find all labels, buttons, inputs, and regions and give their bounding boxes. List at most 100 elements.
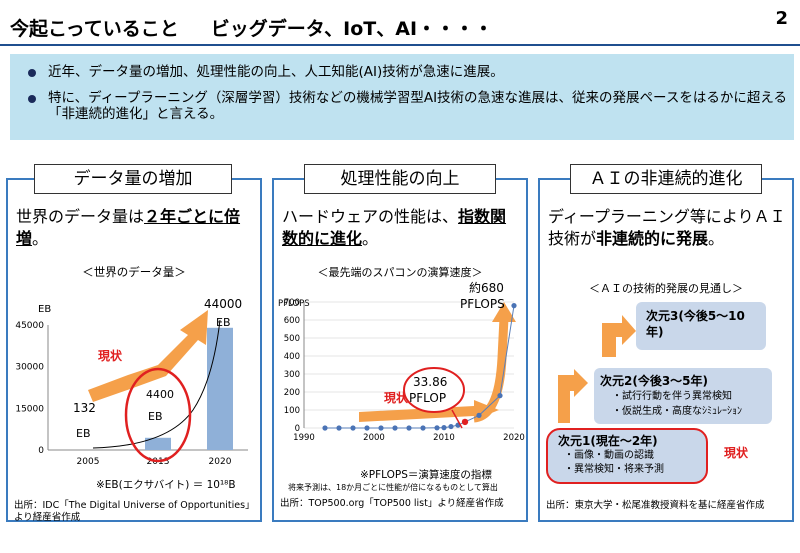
data-point	[350, 425, 356, 431]
desc-text: 。	[32, 229, 49, 248]
data-point	[322, 425, 328, 431]
data-point	[336, 425, 342, 431]
step-title: 次元2(今後3〜5年)	[600, 374, 709, 388]
panel-description: 世界のデータ量は２年ごとに倍増。	[16, 206, 256, 250]
x-tick-label: 2000	[363, 433, 385, 443]
y-tick-label: 600	[284, 316, 300, 326]
data-point	[392, 425, 398, 431]
y-tick-label: 400	[284, 352, 300, 362]
bar-label-2020: 44000	[204, 297, 242, 311]
step-arrows	[558, 315, 636, 423]
step-item: ・仮説生成・高度なｼﾐｭﾚｰｼｮﾝ	[612, 406, 742, 417]
step-level1: 次元1(現在〜2年) ・画像・動画の認識 ・異常検知・将来予測	[546, 428, 708, 484]
step-title: 次元3(今後5〜10年)	[646, 309, 745, 339]
summary-box: 近年、データ量の増加、処理性能の向上、人工知能(AI)技術が急速に進展。 特に、…	[10, 54, 794, 140]
projection-curve	[325, 305, 515, 429]
y-tick-label: 300	[284, 370, 300, 380]
x-tick-label: 2005	[77, 457, 100, 467]
desc-emphasis: 非連続的に発展	[596, 229, 709, 248]
status-label: 現状	[384, 390, 409, 405]
panel-description: ディープラーニング等によりＡＩ技術が非連続的に発展。	[548, 206, 788, 250]
x-tick-label: 2010	[433, 433, 455, 443]
y-tick-label: 0	[38, 446, 44, 456]
desc-text: ハードウェアの性能は、	[282, 207, 459, 226]
data-point	[497, 393, 503, 399]
data-point	[364, 425, 370, 431]
supercomputer-chart: PFLOPS 0 100 200 300 400 500 600 700 1990 2000 20…	[278, 280, 525, 443]
source-note: 出所：東京大学・松尾准教授資料を基に経産省作成	[546, 500, 765, 511]
source-note: 出所：TOP500.org「TOP500 list」より経産省作成	[280, 498, 504, 509]
step-arrow-icon	[558, 369, 588, 423]
current-highlight-circle	[124, 367, 192, 463]
growth-arrow-icon	[88, 310, 208, 402]
projection-note: 将来予測は、18か月ごとに性能が倍になるものとして算出	[288, 483, 498, 492]
title-underline	[0, 44, 800, 46]
chart-caption: ＜ＡＩの技術的発展の見通し＞	[589, 282, 743, 295]
desc-emphasis: 指数関数的に進化	[282, 207, 507, 248]
y-unit-label: PFLOPS	[278, 299, 310, 309]
y-tick-label: 0	[295, 424, 300, 434]
bullet-dot-icon	[28, 69, 36, 77]
panel-title: 処理性能の向上	[304, 164, 496, 194]
chart-caption: ＜最先端のスパコンの演算速度＞	[317, 266, 483, 279]
step-item: ・異常検知・将来予測	[564, 464, 664, 475]
panel-description: ハードウェアの性能は、指数関数的に進化。	[282, 206, 522, 250]
panel-title: データ量の増加	[34, 164, 232, 194]
bar-label-unit: EB	[216, 316, 231, 329]
bar-label-2013: 4400	[146, 388, 174, 401]
data-point	[420, 425, 426, 431]
desc-emphasis: ２年ごとに倍増	[16, 207, 241, 248]
y-tick-label: 45000	[15, 321, 44, 331]
step-arrow-icon	[602, 315, 636, 357]
annotation-future-value: 約680	[469, 280, 504, 295]
desc-text: 。	[362, 229, 379, 248]
desc-text: 世界のデータ量は	[16, 207, 145, 226]
data-point	[406, 425, 412, 431]
annotation-pointer	[451, 409, 463, 429]
bar-2013	[145, 437, 171, 450]
data-point	[448, 423, 454, 430]
step-item: ・試行行動を伴う異常検知	[612, 391, 732, 402]
y-tick-label: 15000	[15, 404, 44, 414]
annotation-future-unit: PFLOPS	[460, 297, 505, 311]
bullet-dot-icon	[28, 95, 36, 103]
step-level3: 次元3(今後5〜10年)	[636, 302, 766, 350]
title-part1: 今起こっていること	[10, 18, 179, 40]
data-point	[441, 425, 447, 431]
x-tick-label: 2020	[209, 457, 232, 467]
label-2005-unit: EB	[76, 427, 91, 440]
y-tick-label: 700	[284, 298, 300, 308]
panel-title: ＡＩの非連続的進化	[570, 164, 762, 194]
unit-note: ※PFLOPS＝演算速度の指標	[360, 469, 492, 481]
bar-2020	[207, 327, 233, 450]
data-point	[476, 412, 482, 418]
source-note: 出所：IDC「The Digital Universe of Opportuni…	[14, 500, 255, 523]
current-highlight-circle	[403, 367, 465, 413]
data-point	[511, 303, 517, 309]
step-item: ・画像・動画の認識	[564, 450, 654, 461]
y-unit-label: EB	[38, 304, 51, 315]
bar-label-unit: EB	[148, 410, 163, 423]
panel-data-volume: データ量の増加 世界のデータ量は２年ごとに倍増。 ＜世界のデータ量＞ EB 0 1…	[6, 164, 262, 523]
data-point	[461, 418, 469, 426]
y-tick-label: 200	[284, 388, 300, 398]
step-level2: 次元2(今後3〜5年) ・試行行動を伴う異常検知 ・仮説生成・高度なｼﾐｭﾚｰｼ…	[594, 368, 772, 424]
label-2005: 132	[73, 401, 96, 415]
x-tick-label: 1990	[293, 433, 315, 443]
unit-note: ※EB(エクサバイト) ＝ 10¹⁸B	[96, 479, 236, 491]
trend-arrowhead-icon	[492, 302, 516, 322]
bullet-text: 近年、データ量の増加、処理性能の向上、人工知能(AI)技術が急速に進展。	[48, 64, 504, 80]
panel-ai-evolution: ＡＩの非連続的進化 ディープラーニング等によりＡＩ技術が非連続的に発展。 ＜ＡＩ…	[538, 164, 794, 522]
title-part2: ビッグデータ、IoT、AI・・・・	[210, 18, 494, 40]
panel-processing-power: 処理性能の向上 ハードウェアの性能は、指数関数的に進化。 ＜最先端のスパコンの演…	[272, 164, 528, 522]
desc-text: 。	[708, 229, 725, 248]
y-tick-label: 500	[284, 334, 300, 344]
desc-text: ディープラーニング等によりＡＩ技術が	[548, 207, 786, 248]
bullet-text: 特に、ディープラーニング（深層学習）技術などの機械学習型AI技術の急速な進展は、…	[48, 90, 787, 122]
data-point	[434, 425, 440, 431]
data-point	[378, 425, 384, 431]
status-label: 現状	[724, 446, 749, 460]
annotation-now-unit: PFLOP	[409, 391, 446, 405]
status-label: 現状	[98, 348, 123, 363]
